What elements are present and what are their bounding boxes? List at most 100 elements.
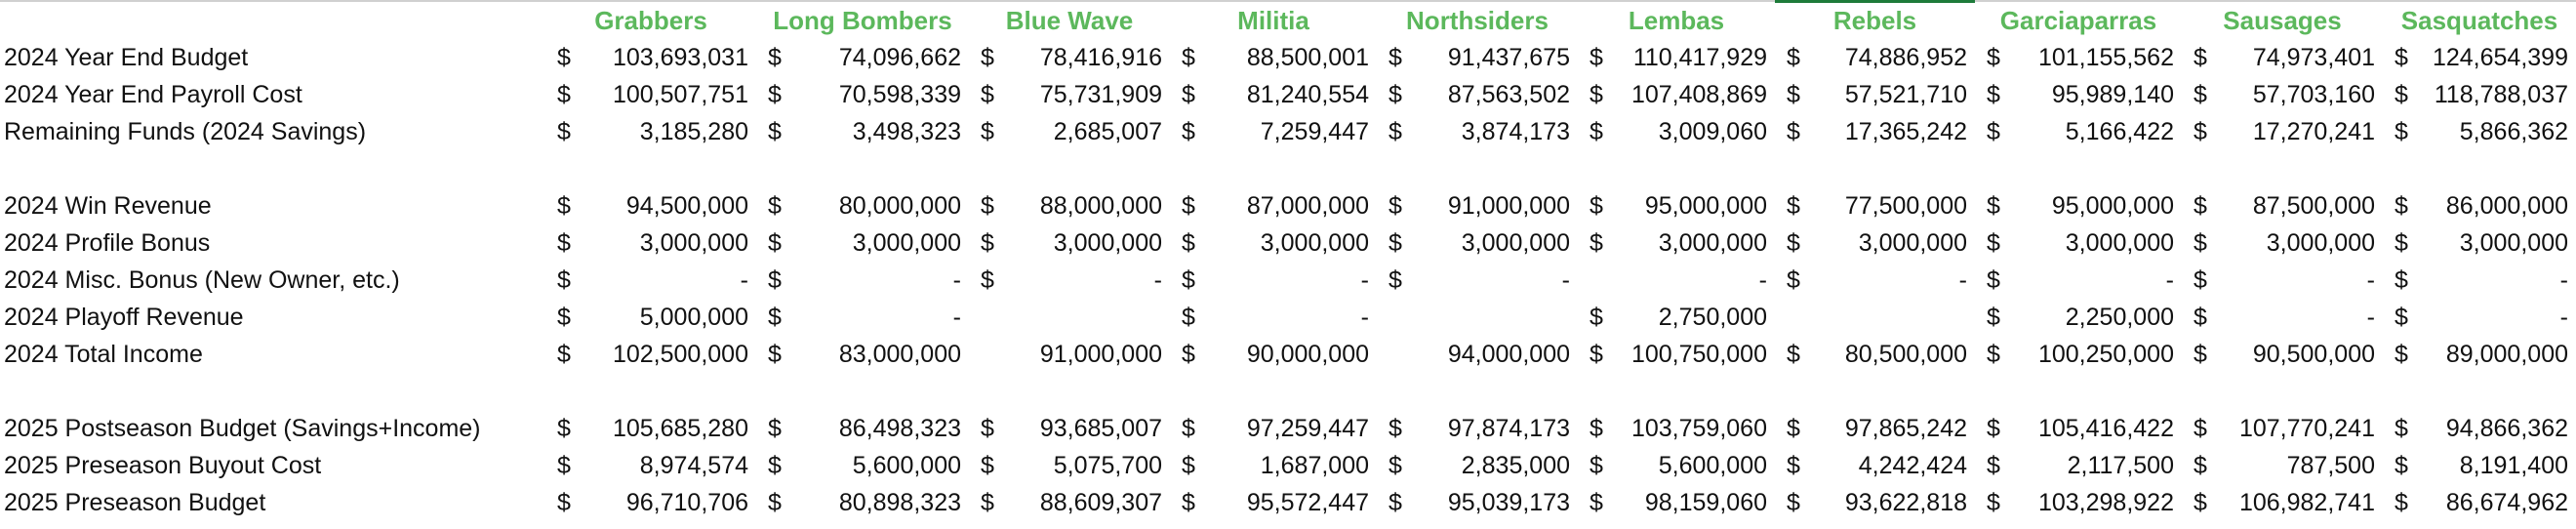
amount: 2,685,007 bbox=[1053, 118, 1162, 145]
currency-symbol: $ bbox=[981, 229, 994, 257]
currency-symbol: $ bbox=[2395, 81, 2408, 108]
amount: 5,075,700 bbox=[1053, 452, 1162, 479]
amount: 81,240,554 bbox=[1246, 81, 1369, 108]
amount: 74,973,401 bbox=[2252, 44, 2375, 71]
currency-symbol: $ bbox=[1389, 192, 1402, 220]
currency-symbol: $ bbox=[1182, 266, 1195, 294]
amount: - bbox=[1758, 266, 1767, 294]
currency-symbol: $ bbox=[2395, 415, 2408, 442]
amount: 3,000,000 bbox=[1858, 229, 1967, 257]
currency-symbol: $ bbox=[1389, 266, 1402, 294]
amount: 3,498,323 bbox=[852, 118, 961, 145]
amount: 3,874,173 bbox=[1461, 118, 1570, 145]
currency-symbol: $ bbox=[1787, 266, 1800, 294]
amount: 88,500,001 bbox=[1246, 44, 1369, 71]
currency-symbol: $ bbox=[1182, 489, 1195, 516]
currency-symbol: $ bbox=[1787, 192, 1800, 220]
team-header: Long Bombers bbox=[773, 6, 952, 35]
currency-symbol: $ bbox=[2395, 266, 2408, 294]
currency-symbol: $ bbox=[1389, 489, 1402, 516]
row-label: 2024 Total Income bbox=[4, 341, 203, 368]
amount: 98,159,060 bbox=[1644, 489, 1767, 516]
amount: 91,000,000 bbox=[1447, 192, 1570, 220]
amount: 3,185,280 bbox=[639, 118, 748, 145]
currency-symbol: $ bbox=[1389, 415, 1402, 442]
amount: 77,500,000 bbox=[1844, 192, 1967, 220]
currency-symbol: $ bbox=[2194, 304, 2207, 331]
amount: 787,500 bbox=[2286, 452, 2375, 479]
currency-symbol: $ bbox=[768, 266, 782, 294]
currency-symbol: $ bbox=[1590, 304, 1603, 331]
amount: - bbox=[1958, 266, 1967, 294]
amount: 91,000,000 bbox=[1039, 341, 1162, 368]
amount: 3,000,000 bbox=[2459, 229, 2568, 257]
amount: - bbox=[2559, 304, 2568, 331]
amount: 8,974,574 bbox=[639, 452, 748, 479]
currency-symbol: $ bbox=[2194, 452, 2207, 479]
currency-symbol: $ bbox=[768, 44, 782, 71]
currency-symbol: $ bbox=[1590, 489, 1603, 516]
team-header: Garciaparras bbox=[1999, 6, 2157, 35]
amount: 106,982,741 bbox=[2238, 489, 2375, 516]
amount: 100,507,751 bbox=[612, 81, 748, 108]
currency-symbol: $ bbox=[2395, 452, 2408, 479]
currency-symbol: $ bbox=[768, 118, 782, 145]
team-header: Lembas bbox=[1628, 6, 1725, 35]
team-header: Grabbers bbox=[594, 6, 707, 35]
row-label: 2024 Playoff Revenue bbox=[4, 304, 244, 331]
amount: 105,685,280 bbox=[612, 415, 748, 442]
amount: 86,674,962 bbox=[2445, 489, 2568, 516]
team-header: Sausages bbox=[2223, 6, 2342, 35]
amount: 95,572,447 bbox=[1246, 489, 1369, 516]
amount: 8,191,400 bbox=[2459, 452, 2568, 479]
amount: 86,498,323 bbox=[838, 415, 961, 442]
currency-symbol: $ bbox=[2395, 304, 2408, 331]
currency-symbol: $ bbox=[1182, 415, 1195, 442]
amount: - bbox=[1360, 266, 1369, 294]
currency-symbol: $ bbox=[981, 118, 994, 145]
amount: - bbox=[2559, 266, 2568, 294]
currency-symbol: $ bbox=[2194, 341, 2207, 368]
currency-symbol: $ bbox=[2194, 266, 2207, 294]
amount: 80,500,000 bbox=[1844, 341, 1967, 368]
currency-symbol: $ bbox=[2194, 415, 2207, 442]
amount: 83,000,000 bbox=[838, 341, 961, 368]
currency-symbol: $ bbox=[981, 192, 994, 220]
currency-symbol: $ bbox=[557, 266, 571, 294]
amount: 3,009,060 bbox=[1658, 118, 1767, 145]
selected-column-marker bbox=[1775, 0, 1975, 3]
currency-symbol: $ bbox=[1987, 229, 2000, 257]
currency-symbol: $ bbox=[557, 341, 571, 368]
amount: 3,000,000 bbox=[2065, 229, 2174, 257]
amount: 3,000,000 bbox=[852, 229, 961, 257]
currency-symbol: $ bbox=[1787, 452, 1800, 479]
currency-symbol: $ bbox=[2395, 44, 2408, 71]
amount: 88,000,000 bbox=[1039, 192, 1162, 220]
amount: 101,155,562 bbox=[2037, 44, 2174, 71]
amount: 5,166,422 bbox=[2065, 118, 2174, 145]
amount: - bbox=[2366, 304, 2375, 331]
currency-symbol: $ bbox=[557, 81, 571, 108]
amount: - bbox=[952, 266, 961, 294]
amount: 100,750,000 bbox=[1630, 341, 1767, 368]
amount: 3,000,000 bbox=[1461, 229, 1570, 257]
currency-symbol: $ bbox=[2395, 229, 2408, 257]
currency-symbol: $ bbox=[557, 452, 571, 479]
currency-symbol: $ bbox=[1590, 229, 1603, 257]
amount: - bbox=[1561, 266, 1570, 294]
currency-symbol: $ bbox=[1389, 452, 1402, 479]
currency-symbol: $ bbox=[557, 415, 571, 442]
currency-symbol: $ bbox=[1182, 341, 1195, 368]
currency-symbol: $ bbox=[1389, 229, 1402, 257]
currency-symbol: $ bbox=[2395, 192, 2408, 220]
amount: 5,600,000 bbox=[1658, 452, 1767, 479]
currency-symbol: $ bbox=[557, 118, 571, 145]
team-header: Sasquatches bbox=[2400, 6, 2558, 35]
amount: - bbox=[952, 304, 961, 331]
amount: 87,563,502 bbox=[1447, 81, 1570, 108]
amount: 80,000,000 bbox=[838, 192, 961, 220]
currency-symbol: $ bbox=[2194, 81, 2207, 108]
currency-symbol: $ bbox=[2194, 44, 2207, 71]
currency-symbol: $ bbox=[557, 192, 571, 220]
currency-symbol: $ bbox=[2194, 229, 2207, 257]
